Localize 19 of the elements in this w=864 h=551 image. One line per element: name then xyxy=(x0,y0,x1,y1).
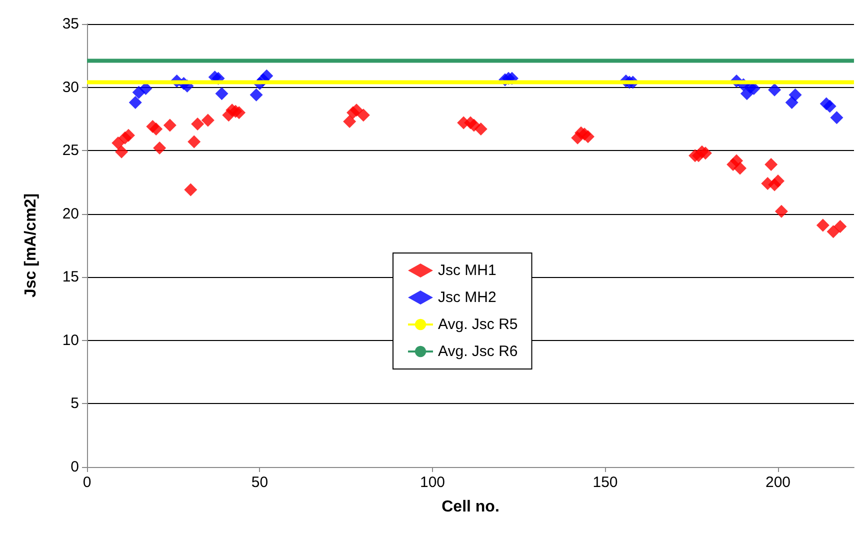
x-tick-label: 200 xyxy=(765,474,791,491)
y-tick-label: 0 xyxy=(70,458,79,476)
y-tick-label: 25 xyxy=(62,142,79,160)
y-tick-label: 35 xyxy=(62,16,79,32)
x-tick-label: 100 xyxy=(420,474,446,491)
legend-label: Avg. Jsc R5 xyxy=(438,316,518,333)
legend-label: Jsc MH2 xyxy=(438,289,496,306)
legend-label: Avg. Jsc R6 xyxy=(438,343,518,360)
x-tick-label: 0 xyxy=(82,474,92,491)
legend-label: Jsc MH1 xyxy=(438,262,496,279)
x-axis-title: Cell no. xyxy=(442,498,500,516)
x-tick-label: 50 xyxy=(251,474,268,491)
y-tick-label: 10 xyxy=(62,332,79,349)
y-axis-title: Jsc [mA/cm2] xyxy=(22,193,40,298)
y-tick-label: 20 xyxy=(62,205,79,222)
y-tick-label: 15 xyxy=(62,268,79,286)
x-tick-label: 150 xyxy=(592,474,618,491)
y-tick-label: 5 xyxy=(70,395,79,412)
y-tick-label: 30 xyxy=(62,78,79,96)
